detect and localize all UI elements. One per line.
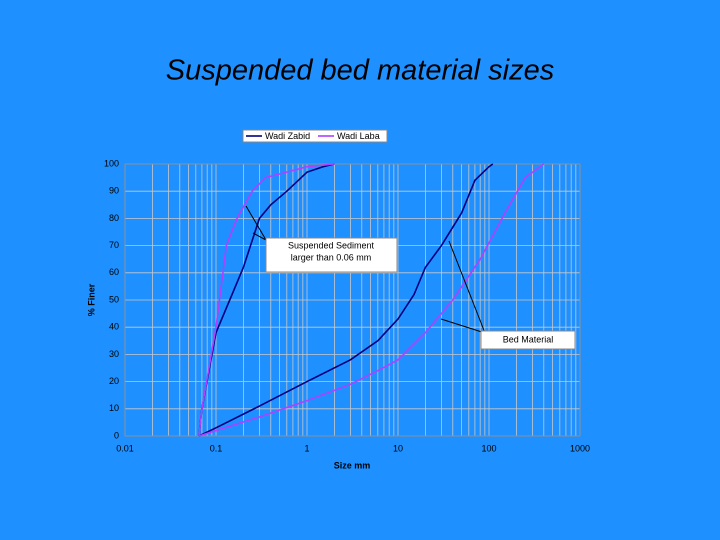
x-axis-label: Size mm: [334, 460, 371, 470]
data-line: [198, 163, 545, 437]
annotation-arrows: [245, 205, 486, 334]
plot: 0 10 20 30 40 50 60 70 80 90 100 0.01 0.1 1 10 100 1000 W…: [104, 129, 590, 453]
y-tick-label: 70: [109, 240, 119, 250]
y-tick-label: 50: [109, 294, 119, 304]
legend-label: Wadi Laba: [337, 131, 380, 141]
y-tick-label: 40: [109, 322, 119, 332]
arrow: [252, 232, 267, 241]
annotation-text: Suspended Sediment: [288, 240, 375, 250]
annotation-text: Bed Material: [503, 334, 554, 344]
x-tick-label: 10: [393, 443, 403, 453]
arrow: [448, 240, 486, 334]
arrow: [440, 318, 486, 334]
x-tick-label: 0.01: [116, 443, 134, 453]
x-tick-label: 1000: [570, 443, 590, 453]
legend-label: Wadi Zabid: [265, 131, 310, 141]
y-tick-label: 100: [104, 158, 119, 168]
y-axis-label: % Finer: [86, 283, 96, 316]
annotation-box: [480, 330, 576, 350]
y-tick-label: 80: [109, 213, 119, 223]
y-tick-label: 10: [109, 403, 119, 413]
y-tick-label: 90: [109, 186, 119, 196]
y-tick-label: 30: [109, 349, 119, 359]
legend: [242, 129, 388, 143]
chart-title: Suspended bed material sizes: [166, 55, 555, 87]
arrow: [245, 205, 267, 241]
x-tick-label: 100: [481, 443, 496, 453]
annotation-box: [265, 237, 398, 273]
x-tick-label: 1: [304, 443, 309, 453]
y-tick-label: 20: [109, 376, 119, 386]
y-tick-label: 60: [109, 267, 119, 277]
x-tick-label: 0.1: [210, 443, 223, 453]
y-tick-label: 0: [114, 430, 119, 440]
plot-frame: [124, 163, 581, 437]
annotation-text: larger than 0.06 mm: [291, 252, 372, 262]
